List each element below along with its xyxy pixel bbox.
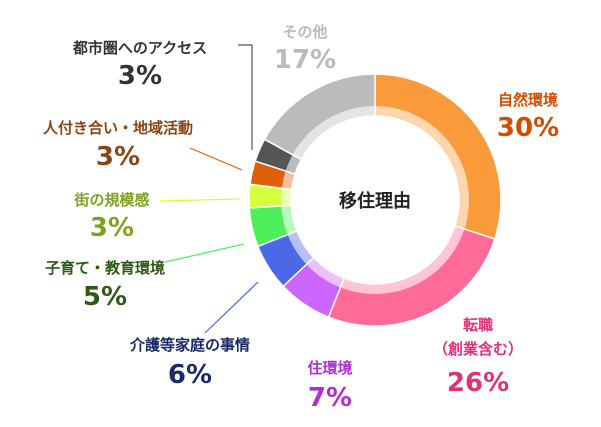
chart-title: 移住理由 (339, 191, 411, 212)
value-label: 17% (273, 45, 337, 75)
value-label: 3% (95, 142, 141, 172)
category-label: 人付き合い・地域活動 (42, 119, 194, 137)
leader-line (204, 281, 259, 334)
category-label: 街の規模感 (74, 191, 150, 209)
leader-line (238, 44, 253, 150)
category-label: その他 (282, 23, 328, 41)
slice-inner (281, 188, 292, 206)
category-label: 自然環境 (497, 91, 559, 109)
category-label: 介護等家庭の事情 (129, 336, 251, 354)
category-label: 転職 （創業含む） (432, 316, 524, 358)
category-label: 子育て・教育環境 (44, 259, 166, 277)
slice (374, 73, 502, 240)
category-label: 住環境 (307, 359, 353, 377)
value-label: 30% (496, 113, 560, 143)
value-label: 5% (82, 282, 128, 312)
leader-line (189, 147, 243, 171)
slice-inner (292, 106, 375, 160)
slice-inner (281, 170, 296, 190)
value-label: 26% (446, 368, 510, 398)
leader-line (159, 198, 241, 202)
category-label: 都市圏へのアクセス (72, 39, 208, 57)
slice-inner (287, 230, 314, 265)
slice-inner (285, 154, 302, 175)
value-label: 7% (307, 383, 353, 413)
slice-inner (281, 205, 297, 235)
value-label: 3% (117, 61, 163, 91)
value-label: 6% (167, 360, 213, 390)
slice-inner (375, 106, 470, 230)
slice-inner (340, 225, 465, 294)
leader-line (164, 243, 245, 263)
slice (263, 73, 376, 161)
slice-inner (306, 257, 345, 288)
value-label: 3% (89, 213, 135, 243)
